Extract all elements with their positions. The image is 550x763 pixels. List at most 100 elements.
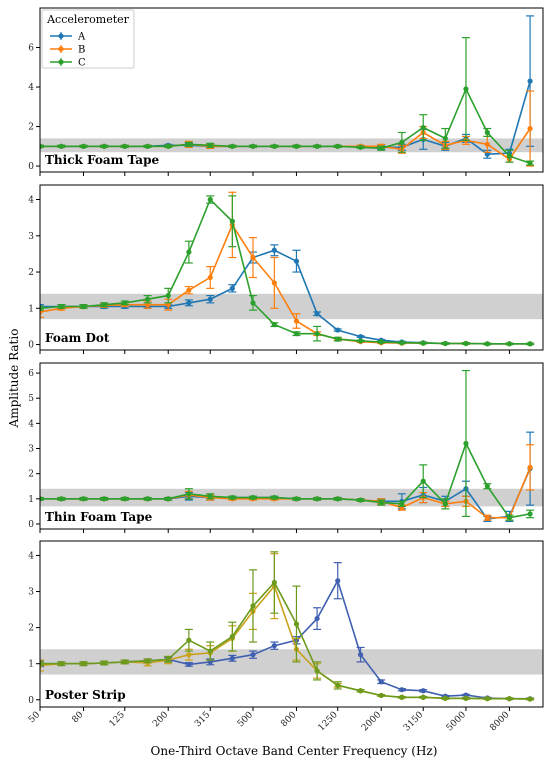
legend-swatch-marker bbox=[58, 46, 64, 52]
plot-frame bbox=[39, 7, 544, 173]
data-point bbox=[271, 494, 277, 501]
data-point bbox=[144, 496, 151, 502]
data-point bbox=[40, 496, 43, 502]
data-point bbox=[527, 78, 533, 84]
y-tick-label: 0 bbox=[28, 341, 34, 351]
series-B bbox=[40, 191, 535, 347]
data-point bbox=[293, 496, 300, 502]
data-point bbox=[442, 501, 448, 507]
data-point bbox=[314, 331, 320, 337]
plot-frame bbox=[39, 184, 544, 351]
data-point bbox=[420, 694, 426, 700]
data-point bbox=[165, 293, 171, 299]
x-tick-label: 80 bbox=[70, 710, 85, 725]
x-tick-label: 8000 bbox=[488, 710, 511, 733]
data-point bbox=[314, 311, 320, 317]
data-point bbox=[357, 338, 364, 344]
panel-3: 0 1 2 3 4 5 6 Thin Foam Tape bbox=[28, 362, 544, 533]
data-point bbox=[378, 679, 384, 685]
series-A bbox=[40, 562, 535, 702]
y-tick-label: 1 bbox=[28, 495, 34, 505]
data-point bbox=[420, 478, 426, 484]
data-point bbox=[335, 336, 341, 342]
data-point bbox=[144, 658, 151, 664]
data-point bbox=[229, 143, 235, 149]
data-point bbox=[250, 652, 256, 658]
x-axis-title: One-Third Octave Band Center Frequency (… bbox=[151, 744, 438, 758]
x-tick-label: 50 bbox=[27, 710, 42, 725]
y-tick-label: 4 bbox=[28, 83, 34, 93]
data-point bbox=[527, 696, 533, 702]
x-tick-label: 500 bbox=[236, 710, 255, 729]
data-point bbox=[186, 287, 192, 293]
panel-1: 0 2 4 6 Thick Foam Tape bbox=[28, 7, 544, 176]
legend-entry-C: C bbox=[50, 58, 86, 69]
data-point bbox=[442, 135, 448, 142]
data-point bbox=[484, 515, 490, 521]
data-point bbox=[271, 579, 277, 586]
y-tick-label: 0 bbox=[28, 520, 34, 530]
data-point bbox=[399, 139, 405, 145]
y-tick-label: 3 bbox=[28, 588, 34, 598]
data-point bbox=[80, 661, 87, 667]
data-point bbox=[442, 340, 448, 347]
data-point bbox=[207, 493, 213, 499]
data-point bbox=[420, 688, 426, 694]
data-point bbox=[357, 144, 364, 150]
data-point bbox=[293, 318, 300, 324]
data-point bbox=[101, 302, 107, 308]
data-point bbox=[335, 143, 341, 149]
data-point bbox=[122, 659, 128, 665]
y-tick-label: 2 bbox=[28, 624, 34, 634]
data-point bbox=[399, 687, 405, 693]
series-A bbox=[40, 431, 535, 523]
data-point bbox=[250, 300, 256, 306]
data-point bbox=[357, 497, 364, 503]
series-C bbox=[40, 195, 535, 347]
data-point bbox=[378, 499, 384, 506]
panel-2: 0 1 2 3 4 Foam Dot bbox=[28, 184, 544, 354]
y-tick-label: 2 bbox=[28, 268, 34, 278]
data-point bbox=[293, 331, 300, 337]
data-point bbox=[101, 143, 107, 149]
data-point bbox=[58, 661, 64, 667]
y-tick-label: 1 bbox=[28, 660, 34, 670]
legend-swatch-marker bbox=[58, 59, 64, 65]
data-point bbox=[506, 515, 513, 521]
data-point bbox=[271, 643, 277, 649]
series-line bbox=[40, 198, 531, 345]
y-tick-label: 6 bbox=[28, 369, 34, 379]
data-point bbox=[506, 153, 513, 159]
data-point bbox=[357, 652, 364, 658]
data-point bbox=[484, 151, 490, 157]
data-point bbox=[186, 637, 192, 643]
data-point bbox=[186, 300, 192, 306]
data-point bbox=[314, 668, 320, 674]
data-point bbox=[58, 303, 64, 310]
legend-box bbox=[41, 9, 135, 69]
data-point bbox=[250, 603, 256, 609]
series-C bbox=[40, 551, 535, 702]
y-tick-label: 4 bbox=[28, 419, 34, 429]
data-point bbox=[442, 695, 448, 701]
data-point bbox=[58, 143, 64, 149]
data-point bbox=[314, 615, 320, 622]
data-point bbox=[250, 254, 256, 261]
data-point bbox=[80, 303, 87, 310]
plot-area bbox=[40, 551, 535, 702]
series-line bbox=[40, 578, 531, 700]
panel-title: Thin Foam Tape bbox=[45, 510, 153, 524]
data-point bbox=[229, 655, 235, 661]
data-point bbox=[335, 496, 341, 502]
legend-swatch-marker bbox=[58, 33, 64, 39]
chart-panels: 0 2 4 6 Thick Foam Tape 0 1 2 3 4 Foam Dot 0 1 2 3 4 5 6 T… bbox=[27, 7, 544, 733]
data-point bbox=[484, 341, 490, 347]
plot-area bbox=[40, 191, 535, 347]
plot-area bbox=[40, 15, 535, 167]
series-C bbox=[40, 37, 535, 166]
data-point bbox=[378, 145, 384, 151]
data-point bbox=[506, 696, 513, 702]
panel-title: Thick Foam Tape bbox=[45, 153, 159, 167]
data-point bbox=[357, 688, 364, 694]
